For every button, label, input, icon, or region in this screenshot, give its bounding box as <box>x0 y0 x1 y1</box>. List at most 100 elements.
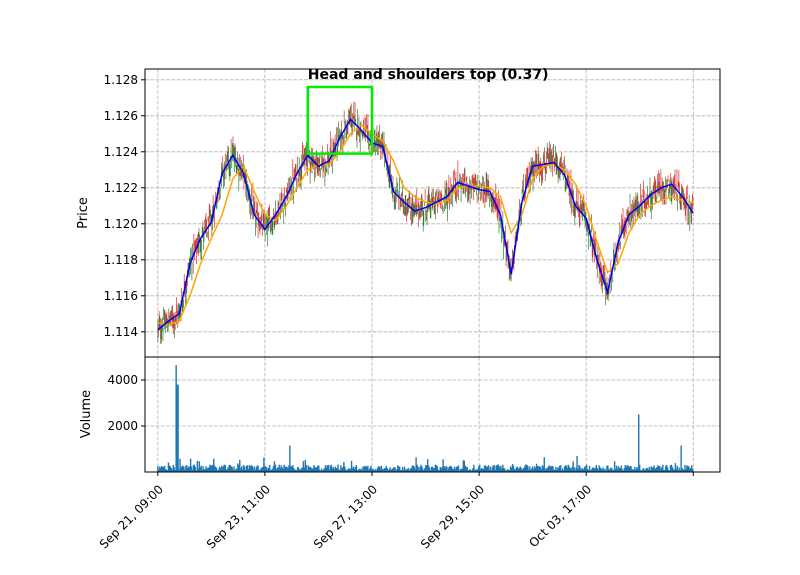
volume-bar <box>516 466 519 472</box>
volume-bar <box>473 464 475 472</box>
volume-bar <box>429 470 432 472</box>
volume-bar <box>220 465 223 472</box>
volume-bar <box>176 384 178 472</box>
volume-bar <box>203 468 205 472</box>
volume-bar <box>400 470 403 472</box>
volume-bar <box>227 467 229 472</box>
volume-bar <box>600 468 602 472</box>
volume-bar <box>522 468 524 472</box>
volume-bar <box>435 465 438 472</box>
volume-bar <box>179 458 181 472</box>
volume-bar <box>691 465 693 472</box>
volume-bar <box>276 467 279 472</box>
volume-bar <box>690 468 692 472</box>
volume-bar <box>627 465 629 472</box>
volume-bar <box>340 465 342 472</box>
volume-bar <box>314 467 316 472</box>
x-tick-label: Oct 03, 17:00 <box>526 482 594 550</box>
volume-bar <box>463 460 466 472</box>
volume-bar <box>320 470 322 472</box>
volume-bar <box>374 469 377 472</box>
volume-bar <box>255 467 257 472</box>
volume-bar <box>389 467 391 472</box>
volume-bar <box>574 470 576 472</box>
x-ticks: Sep 21, 09:00 Sep 23, 11:00 Sep 27, 13:00 S… <box>97 472 694 551</box>
volume-bar <box>186 465 188 472</box>
volume-bar <box>170 468 173 472</box>
volume-bar <box>334 466 336 472</box>
volume-bar <box>341 468 343 472</box>
volume-bar <box>373 469 375 472</box>
volume-bar <box>686 465 688 472</box>
volume-bar <box>590 469 593 472</box>
volume-y-ticks: 2000 4000 <box>107 373 145 433</box>
volume-bar <box>403 466 406 472</box>
volume-bar <box>164 468 167 472</box>
volume-bar <box>460 468 463 472</box>
volume-bar <box>633 469 635 472</box>
volume-bar <box>279 468 281 472</box>
volume-bar <box>352 466 355 472</box>
volume-bar <box>559 465 562 472</box>
volume-bar <box>401 467 404 472</box>
volume-bar <box>555 466 557 472</box>
volume-bar <box>510 467 513 472</box>
volume-bar <box>371 468 373 472</box>
volume-bar <box>368 469 370 472</box>
volume-bar <box>357 469 359 472</box>
volume-bar <box>271 468 274 472</box>
volume-bar <box>512 465 515 472</box>
volume-bar <box>438 470 440 472</box>
volume-bar <box>517 468 519 472</box>
price-tick-label: 1.116 <box>104 289 138 303</box>
volume-bar <box>653 465 655 472</box>
volume-bar <box>643 470 646 472</box>
volume-bar <box>673 469 676 472</box>
volume-bar <box>237 463 239 472</box>
volume-bar <box>285 467 287 472</box>
volume-bar <box>503 467 505 472</box>
volume-bar <box>601 469 603 472</box>
volume-bar <box>379 468 382 472</box>
volume-bar <box>669 465 672 472</box>
volume-bar <box>585 466 587 472</box>
volume-bar <box>623 468 625 472</box>
price-axes-frame <box>144 68 721 358</box>
volume-bars <box>157 365 694 472</box>
volume-bar <box>238 464 240 472</box>
volume-bar <box>507 469 510 472</box>
volume-bar <box>414 468 416 472</box>
volume-bar <box>224 465 227 472</box>
volume-bar <box>634 466 636 472</box>
volume-bar <box>678 467 680 472</box>
volume-bar <box>599 467 601 472</box>
volume-bar <box>563 466 566 472</box>
volume-bar <box>636 467 638 472</box>
volume-bar <box>376 467 379 472</box>
volume-bar <box>316 467 318 472</box>
volume-bar <box>682 469 684 472</box>
volume-bar <box>240 468 242 472</box>
volume-bar <box>249 466 252 472</box>
x-tick-label: Sep 29, 15:00 <box>418 482 487 551</box>
volume-bar <box>338 470 340 472</box>
series-line-0 <box>157 123 694 326</box>
volume-bar <box>621 469 624 472</box>
volume-bar <box>641 469 644 472</box>
volume-bar <box>515 467 518 472</box>
volume-bar <box>612 469 614 472</box>
volume-bar <box>257 465 259 472</box>
volume-bar <box>612 470 615 472</box>
volume-bar <box>492 465 494 472</box>
x-tick-label: Sep 21, 09:00 <box>97 482 166 551</box>
volume-bar <box>615 465 618 472</box>
volume-bar <box>310 467 312 472</box>
volume-bar <box>505 470 507 472</box>
volume-bar <box>293 469 296 472</box>
volume-bar <box>250 465 253 472</box>
volume-bar <box>652 467 654 472</box>
volume-bar <box>457 465 460 472</box>
volume-bar <box>564 465 567 472</box>
volume-bar <box>315 466 317 472</box>
